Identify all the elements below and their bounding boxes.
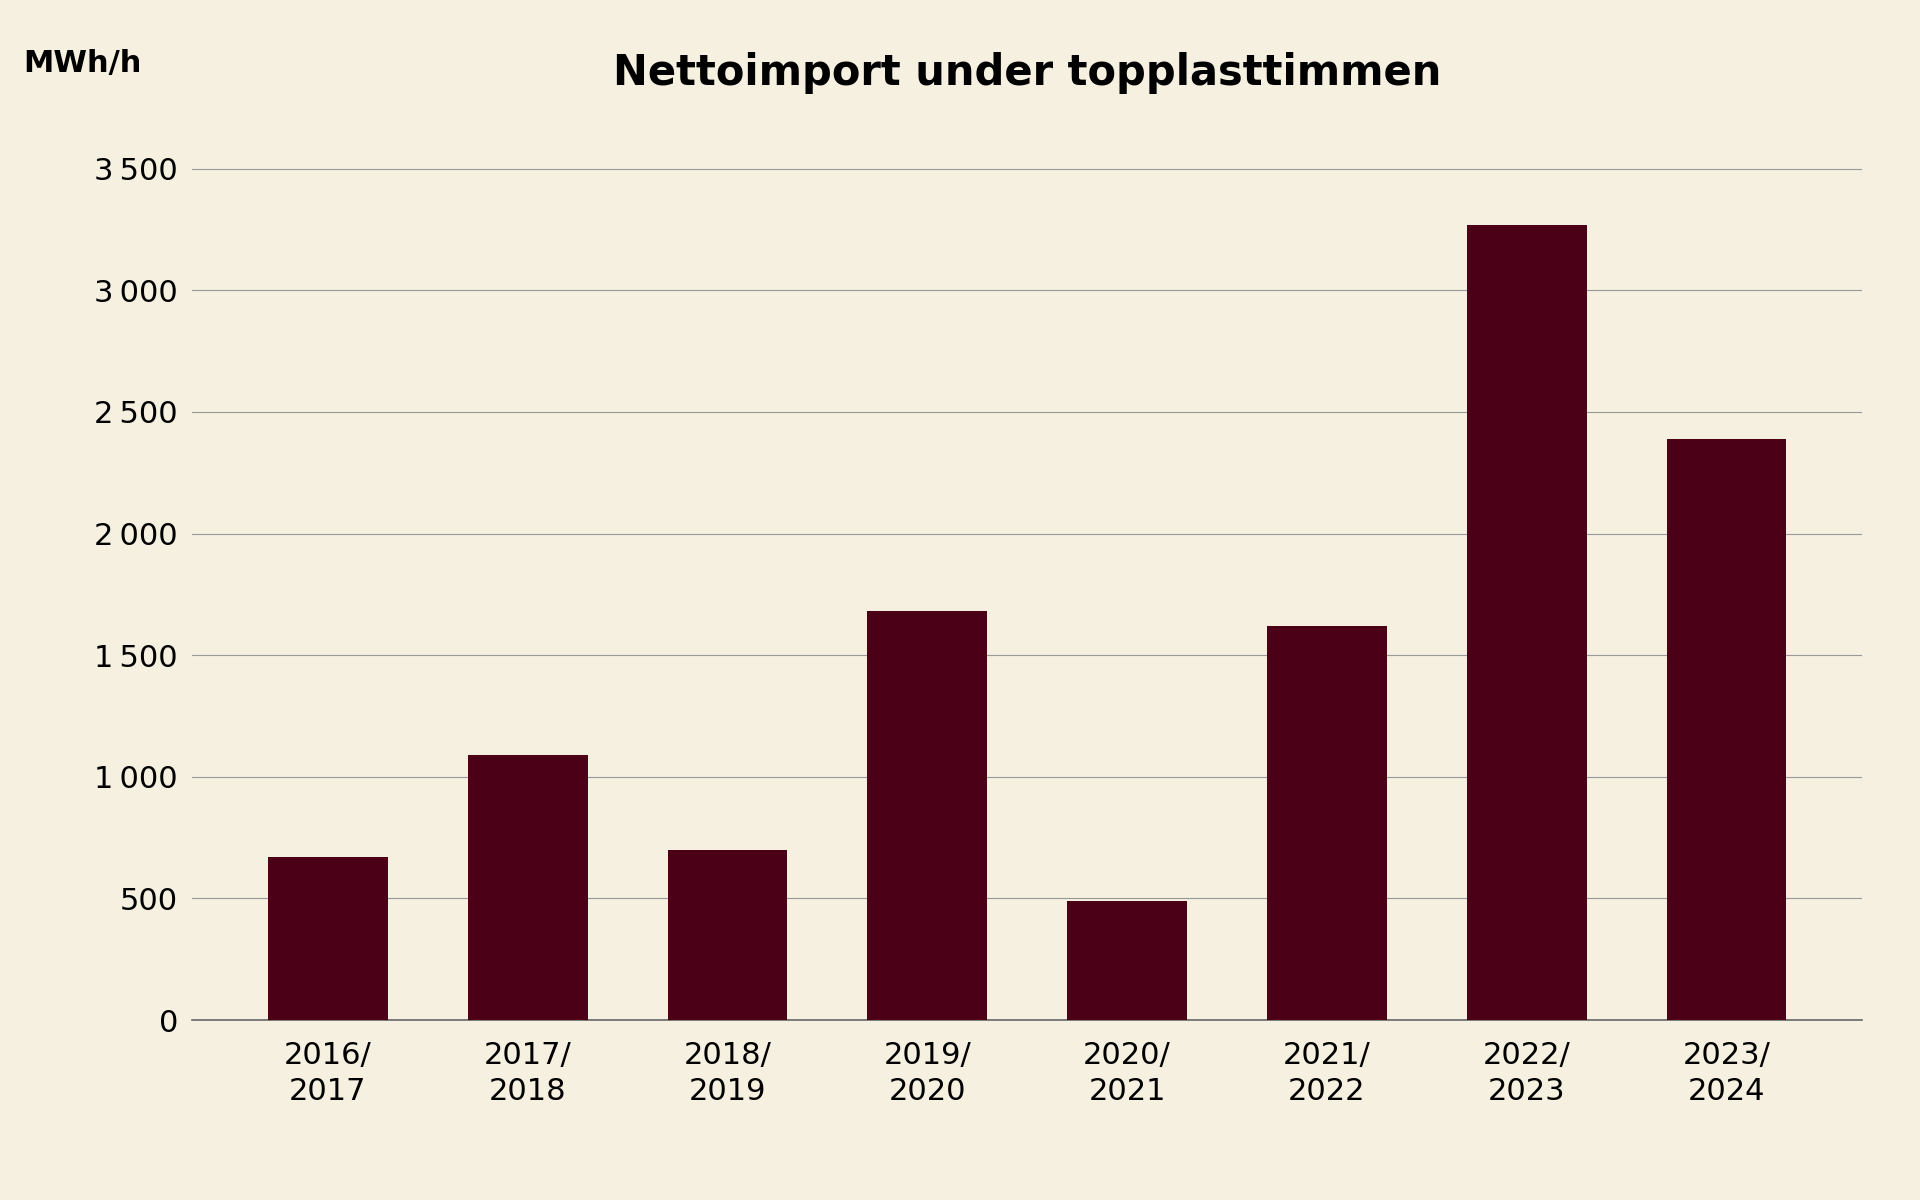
Bar [1467,224,1586,1020]
Bar [868,611,987,1020]
Bar [1267,626,1386,1020]
Bar [468,755,588,1020]
Bar [1068,901,1187,1020]
Bar [269,857,388,1020]
Title: Nettoimport under topplasttimmen: Nettoimport under topplasttimmen [612,53,1442,95]
Text: MWh/h: MWh/h [23,49,142,78]
Bar [1667,439,1786,1020]
Bar [668,850,787,1020]
